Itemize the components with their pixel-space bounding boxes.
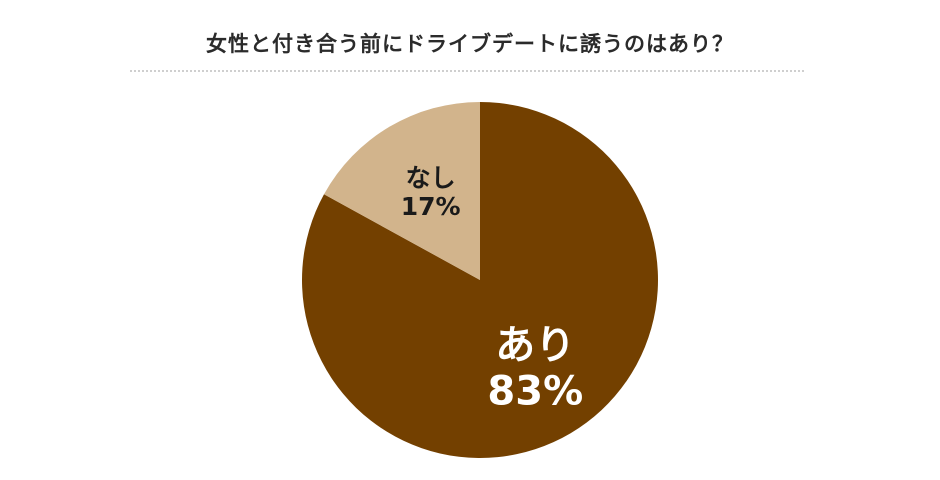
slice-label-2: なし — [406, 163, 456, 192]
slice-value-2: 17% — [401, 192, 461, 221]
slice-label-1: あり — [495, 323, 575, 369]
chart-title: 女性と付き合う前にドライブデートに誘うのはあり？ — [206, 32, 734, 56]
pie-slice-2 — [324, 102, 480, 280]
title-divider — [130, 70, 804, 72]
slice-value-1: 83% — [487, 369, 583, 415]
pie-slice-1 — [302, 102, 659, 458]
